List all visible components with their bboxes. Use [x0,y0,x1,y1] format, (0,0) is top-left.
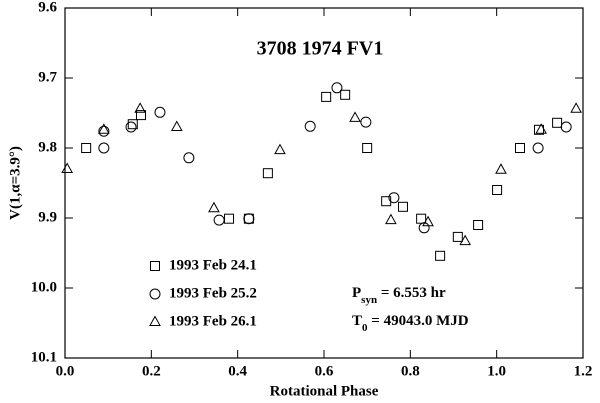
x-tick-label: 1.0 [487,363,506,379]
y-tick-label: 9.6 [38,0,57,15]
marker-square [81,143,92,153]
marker-square [514,143,525,153]
legend-marker [149,288,161,300]
annotation-part: = 6.553 hr [377,285,446,301]
legend-label: 1993 Feb 26.1 [169,313,257,329]
annotation: Psyn = 6.553 hr [352,285,446,305]
marker-triangle [61,162,74,173]
marker-square [552,117,563,128]
marker-circle [154,106,166,118]
marker-circle [183,152,195,164]
marker-square [435,250,446,261]
marker-square [224,213,235,224]
marker-triangle [535,123,547,134]
marker-square [492,185,503,195]
marker-triangle [274,143,286,155]
marker-triangle [570,102,582,113]
annotation-part: P [352,285,361,301]
marker-circle [125,121,137,133]
marker-triangle [459,234,472,246]
marker-square [127,119,138,130]
x-tick-label: 0.8 [401,363,420,379]
marker-square [533,124,544,135]
marker-triangle [385,213,397,225]
marker-circle [331,82,343,94]
marker-square [416,213,427,224]
marker-triangle [208,201,220,213]
marker-square [397,201,408,212]
x-tick-label: 0.6 [315,363,334,379]
y-tick-label: 9.7 [38,69,57,85]
chart-title: 3708 1974 FV1 [257,38,384,60]
legend-label: 1993 Feb 25.2 [169,285,257,301]
marker-square [452,231,463,242]
plot-frame [64,7,584,359]
marker-circle [213,214,225,226]
marker-triangle [349,111,361,122]
marker-square [243,213,254,224]
y-tick-label: 10.1 [31,349,57,365]
marker-circle [532,142,544,154]
marker-triangle [134,102,146,113]
y-tick-label: 10.0 [31,279,57,295]
marker-triangle [422,215,434,227]
marker-circle [98,142,110,154]
marker-circle [304,120,316,132]
marker-square [473,220,484,230]
marker-square [262,168,273,179]
x-tick-label: 0.4 [228,363,247,379]
marker-circle [388,192,400,204]
x-tick-label: 0.0 [56,363,75,379]
annotation-part: T [352,313,362,329]
x-tick-label: 0.2 [142,363,161,379]
marker-circle [560,121,572,133]
marker-circle [98,125,110,137]
annotation-part: 0 [362,322,368,334]
marker-square [321,91,332,102]
marker-square [340,89,351,100]
annotation-part: = 49043.0 MJD [368,313,469,329]
x-tick-label: 1.2 [574,363,593,379]
y-tick-label: 9.9 [38,209,57,225]
marker-circle [243,213,255,225]
marker-square [362,143,373,153]
legend-marker [149,315,161,326]
marker-circle [360,116,372,128]
marker-triangle [98,123,110,134]
marker-square [135,110,146,121]
marker-triangle [170,120,183,131]
y-tick-label: 9.8 [38,139,57,155]
annotation: T0 = 49043.0 MJD [352,313,469,333]
annotation-part: syn [361,294,377,306]
y-axis-label: V(1,α=3.9°) [7,146,23,220]
legend-label: 1993 Feb 24.1 [169,257,257,273]
x-axis-label: Rotational Phase [270,383,379,399]
legend-marker [150,261,160,271]
marker-triangle [495,163,507,174]
